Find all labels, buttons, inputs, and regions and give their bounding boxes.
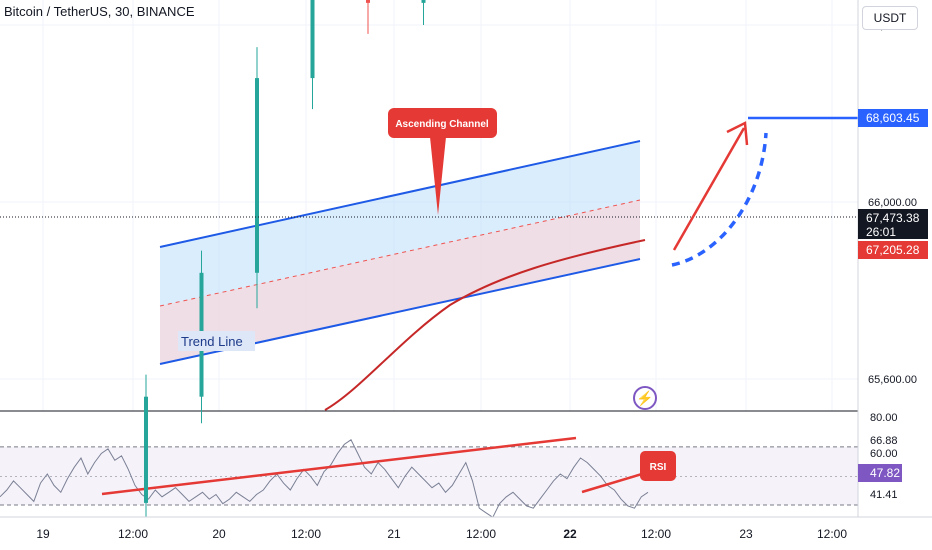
target-price-label: 68,603.45 <box>866 111 920 125</box>
arrow-head <box>726 121 749 146</box>
target-price-tag-bg <box>858 109 928 127</box>
time-tick-label: 12:00 <box>118 527 148 541</box>
current-price-tag-bg <box>858 209 928 239</box>
price-axis: 65,600.0066,000.0066,400.0066,800.0067,2… <box>857 0 932 550</box>
ma-value-label: 67,205.28 <box>866 243 920 257</box>
ascending-channel <box>159 140 641 365</box>
moving-average-line <box>324 239 646 411</box>
rsi-tick-label: 80.00 <box>870 412 898 424</box>
projection-arrow <box>672 121 749 251</box>
trend-line-label-bg <box>178 331 255 351</box>
projected-path-curve <box>671 132 768 267</box>
rsi-annotation-label: RSI <box>650 462 667 473</box>
channel-upper-line <box>159 140 641 248</box>
candle <box>421 0 426 25</box>
channel-lower-fill <box>160 200 640 364</box>
candle <box>310 0 315 110</box>
currency-button[interactable]: USDT <box>862 6 918 30</box>
time-tick-label: 21 <box>387 527 401 541</box>
candle-body <box>255 78 259 273</box>
arrow-shaft <box>672 127 746 251</box>
time-tick-label: 22 <box>563 527 577 541</box>
countdown-label: 26:01 <box>866 225 896 239</box>
rsi-pane: RSI <box>0 410 858 519</box>
price-tick-label: 66,000.00 <box>868 197 917 209</box>
channel-annotation-pointer <box>430 137 446 215</box>
candle <box>366 0 370 34</box>
ma-value-tag: 67,205.28 <box>858 241 928 259</box>
price-axis-bg <box>858 0 932 550</box>
price-tick-label: 65,600.00 <box>868 374 917 386</box>
channel-annotation-label: Ascending Channel <box>395 119 489 130</box>
rsi-tick-label: 66.88 <box>870 435 898 447</box>
rsi-trend-line <box>101 436 577 496</box>
time-tick-label: 19 <box>36 527 50 541</box>
lightning-icon[interactable]: ⚡ <box>633 386 657 410</box>
time-tick-label: 23 <box>739 527 753 541</box>
symbol-title: Bitcoin / TetherUS, 30, BINANCE <box>4 4 195 19</box>
rsi-value-tag-bg <box>858 464 902 482</box>
time-tick-label: 12:00 <box>291 527 321 541</box>
time-axis: 19 12:00 20 12:00 21 12:00 22 12:00 23 12:00 <box>0 516 932 550</box>
channel-annotation-badge <box>388 108 497 138</box>
candle <box>144 374 148 534</box>
rsi-annotation-badge <box>640 451 676 481</box>
candle <box>255 47 259 309</box>
time-tick-label: 12:00 <box>641 527 671 541</box>
time-tick-label: 20 <box>212 527 226 541</box>
time-axis-bg <box>0 517 932 550</box>
target-price-tag: 68,603.45 <box>858 109 928 127</box>
candle-body <box>144 396 148 503</box>
time-tick-label: 12:00 <box>817 527 847 541</box>
ma-value-tag-bg <box>858 241 928 259</box>
trend-line-label: Trend Line <box>181 334 243 349</box>
candle-body <box>366 0 370 3</box>
channel-midline <box>159 199 641 307</box>
rsi-tick-label: 60.00 <box>870 448 898 460</box>
rsi-tick-label: 41.41 <box>870 489 898 501</box>
time-tick-label: 12:00 <box>466 527 496 541</box>
candle-body <box>310 0 315 79</box>
current-price-label: 67,473.38 <box>866 211 920 225</box>
rsi-value-label: 47.82 <box>870 466 900 480</box>
rsi-line <box>0 439 649 519</box>
rsi-callout-line <box>581 472 643 494</box>
candle-body <box>421 0 426 3</box>
